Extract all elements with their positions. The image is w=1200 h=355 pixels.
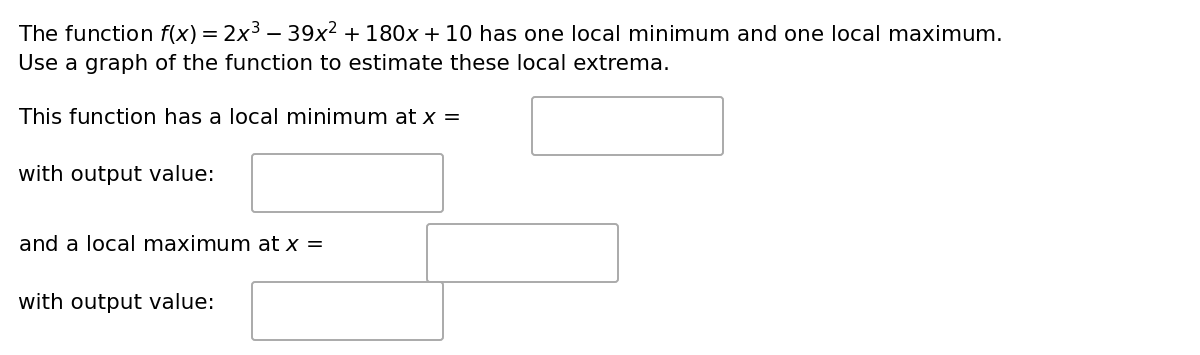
Text: with output value:: with output value: [18,165,215,185]
FancyBboxPatch shape [252,282,443,340]
FancyBboxPatch shape [532,97,722,155]
Text: The function $f(x) = 2x^3 - 39x^2 + 180x + 10$ has one local minimum and one loc: The function $f(x) = 2x^3 - 39x^2 + 180x… [18,20,1002,48]
Text: Use a graph of the function to estimate these local extrema.: Use a graph of the function to estimate … [18,54,670,74]
Text: with output value:: with output value: [18,293,215,313]
FancyBboxPatch shape [427,224,618,282]
Text: and a local maximum at $x$ =: and a local maximum at $x$ = [18,235,323,255]
Text: This function has a local minimum at $x$ =: This function has a local minimum at $x$… [18,108,460,128]
FancyBboxPatch shape [252,154,443,212]
